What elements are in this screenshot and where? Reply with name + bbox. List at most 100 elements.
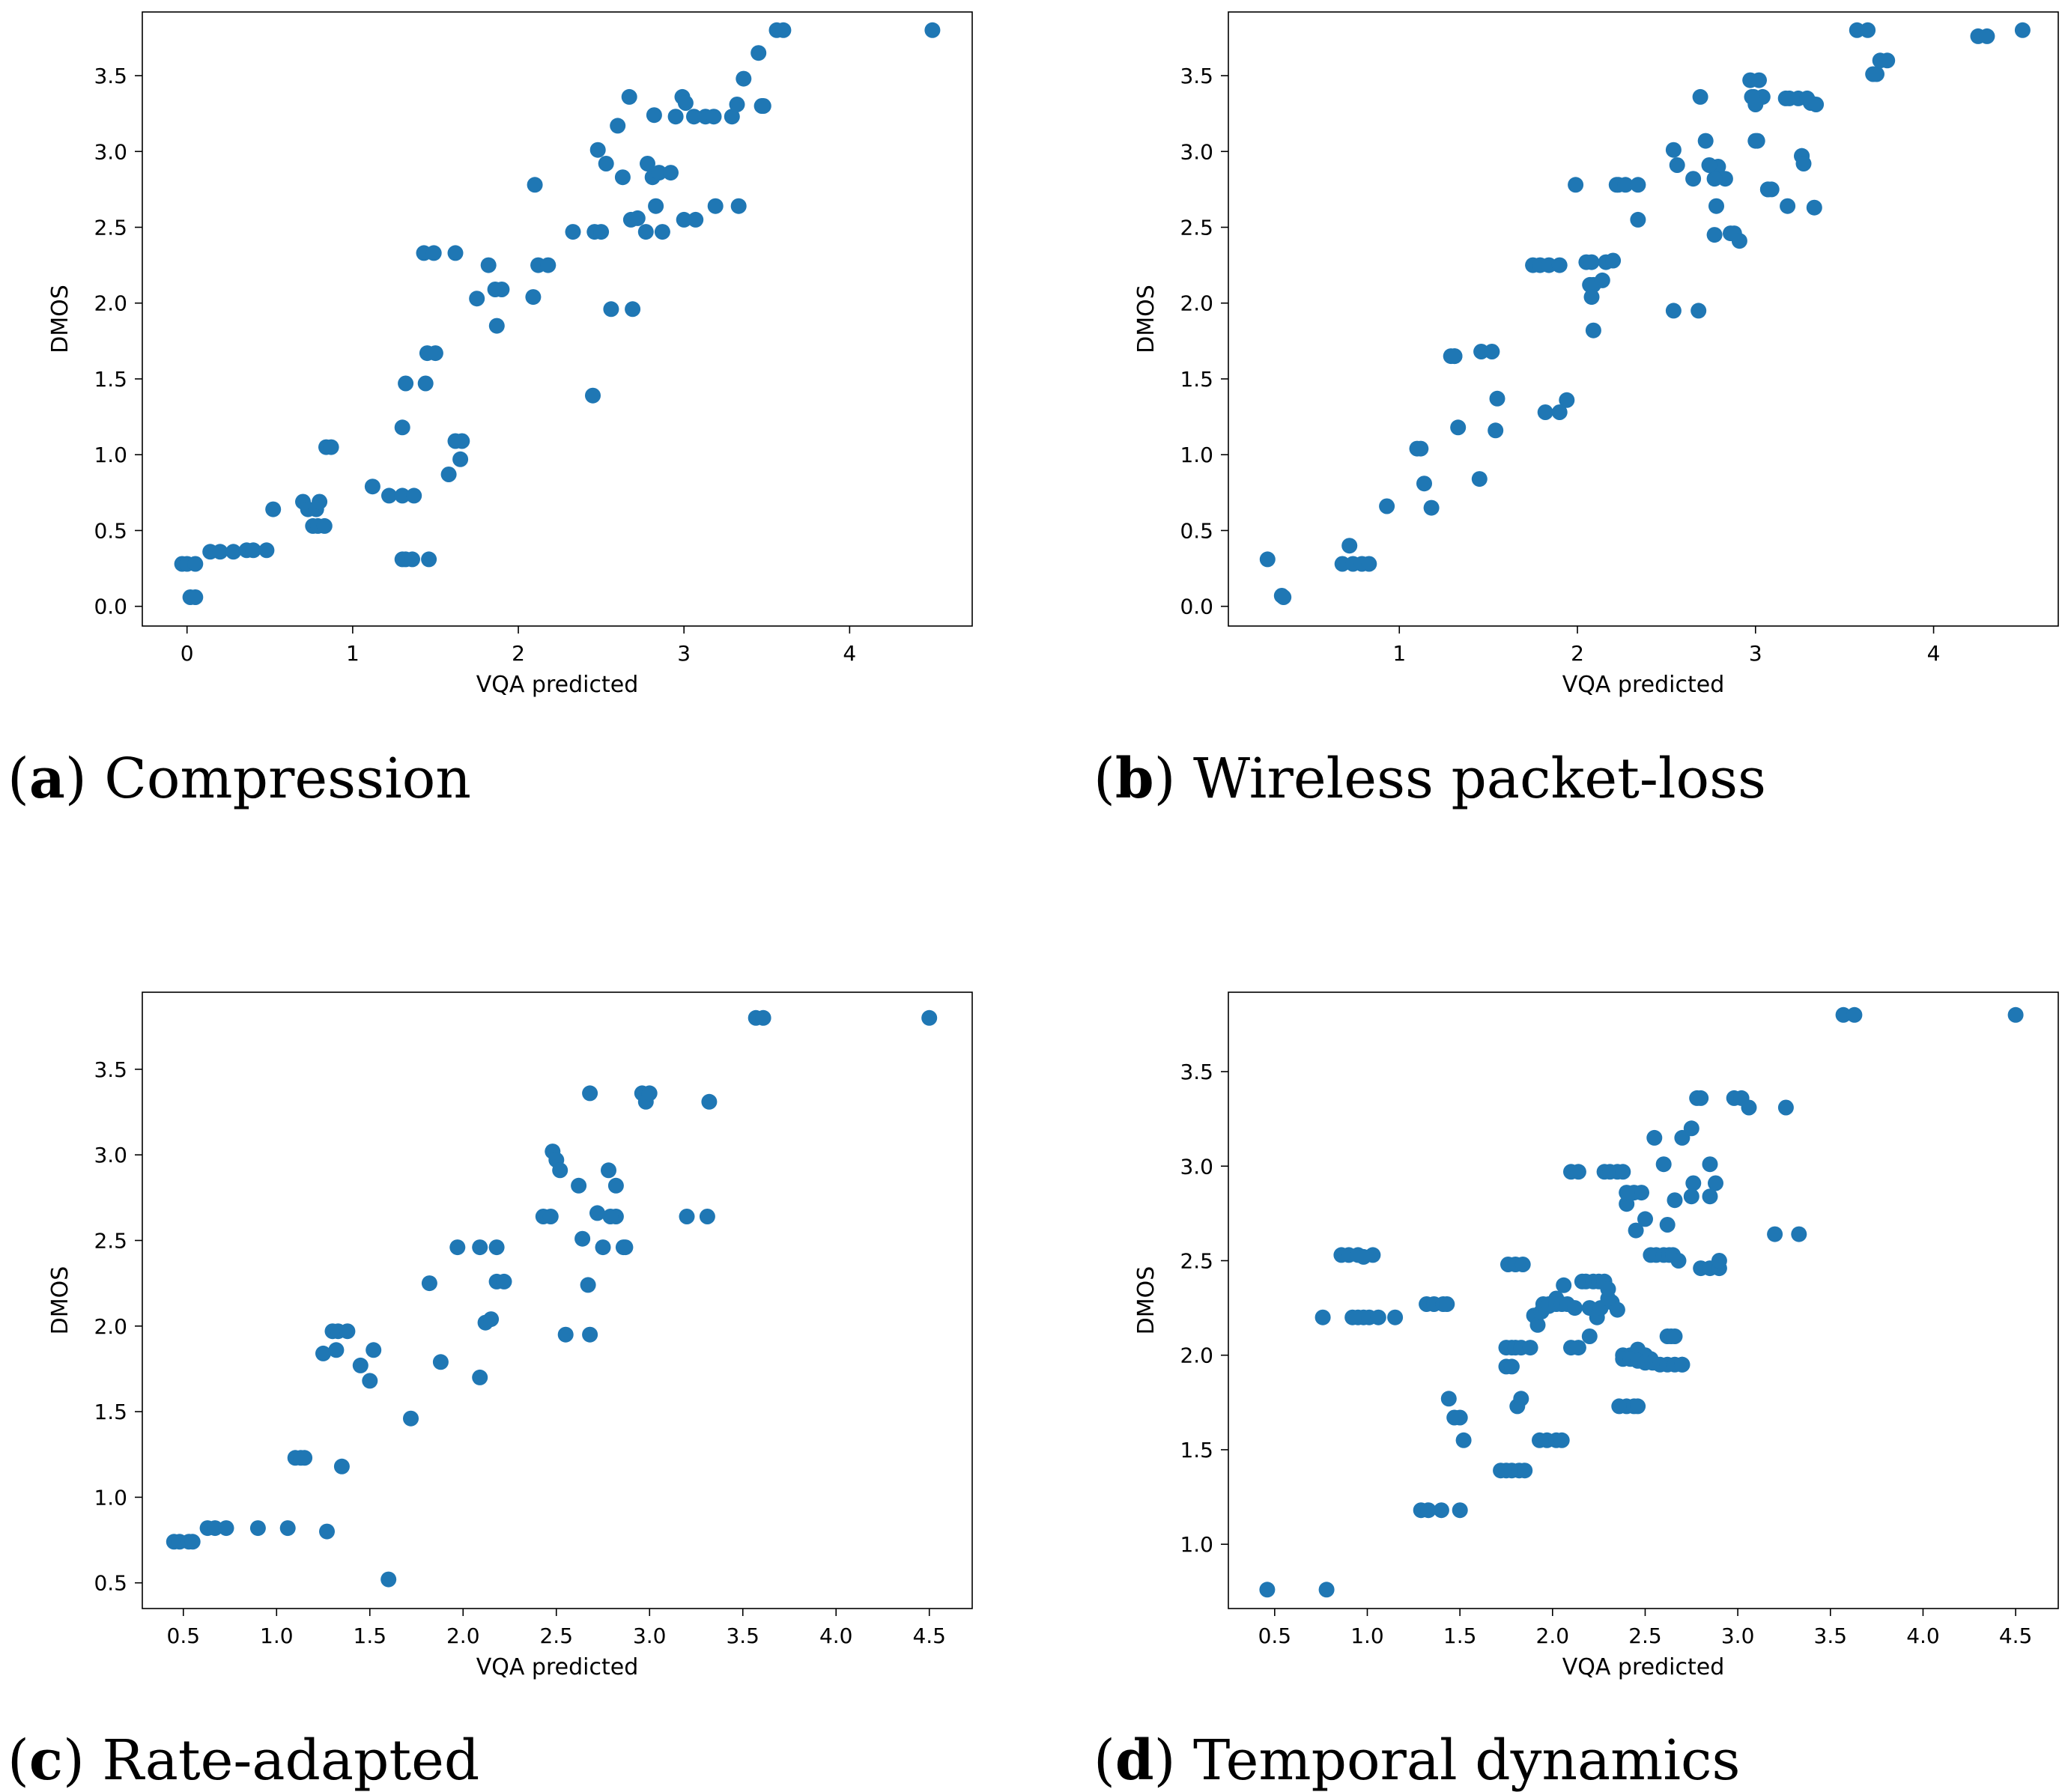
data-points: [174, 22, 941, 605]
data-point: [1655, 1156, 1672, 1173]
data-point: [602, 1209, 619, 1224]
data-point: [617, 1239, 634, 1256]
panel-caption: (a) Compression: [7, 747, 471, 811]
x-tick-label: 1: [1392, 641, 1406, 666]
data-point: [1416, 476, 1432, 492]
x-tick-label: 4: [1927, 641, 1941, 666]
y-tick-label: 3.0: [94, 139, 127, 164]
data-point: [364, 479, 380, 495]
x-axis-label: VQA predicted: [476, 1654, 639, 1680]
data-point: [686, 109, 702, 125]
x-tick-label: 3: [677, 641, 691, 666]
data-point: [323, 439, 339, 455]
data-point: [641, 1085, 658, 1102]
data-point: [1420, 1502, 1437, 1519]
data-point: [1795, 156, 1812, 171]
data-point: [212, 544, 228, 560]
data-point: [1450, 419, 1467, 436]
data-point: [249, 1520, 266, 1537]
x-tick-label: 1.5: [1443, 1624, 1477, 1648]
data-point: [1702, 1156, 1718, 1173]
caption-letter: b: [1115, 747, 1154, 811]
data-point: [1692, 88, 1708, 105]
data-point: [403, 1410, 419, 1427]
data-point: [625, 301, 641, 318]
data-point: [1259, 1582, 1276, 1598]
data-point: [598, 156, 614, 171]
data-point: [1683, 1120, 1699, 1137]
data-point: [1452, 1409, 1468, 1426]
data-point: [472, 1239, 488, 1256]
panel-c: 0.5 1.0 1.5 2.0 2.5 3.0 3.5 4.0 4.5 0.5 1.0 1.5 2.0 2…: [7, 991, 973, 1792]
data-point: [1570, 1164, 1586, 1180]
caption-title: Wireless packet-loss: [1193, 747, 1766, 811]
data-point: [677, 95, 694, 111]
data-point: [589, 1205, 605, 1221]
data-point: [427, 345, 443, 362]
data-point: [1667, 1192, 1683, 1209]
data-point: [1637, 1211, 1653, 1227]
data-point: [1979, 28, 1995, 44]
data-point: [1567, 1300, 1583, 1316]
data-point: [1276, 589, 1292, 605]
data-point: [1791, 1226, 1807, 1242]
y-tick-label: 1.0: [94, 443, 127, 467]
data-point: [1665, 303, 1682, 319]
y-tick-label: 1.5: [94, 367, 127, 392]
panel-d: 0.5 1.0 1.5 2.0 2.5 3.0 3.5 4.0 4.5 1.0 1.5 2.0 2.5 3…: [1094, 991, 2059, 1792]
y-tick-label: 3.5: [1180, 64, 1213, 88]
data-point: [494, 282, 510, 297]
data-point: [488, 318, 505, 334]
data-point: [1439, 1296, 1455, 1312]
x-tick-label: 2.0: [1536, 1624, 1570, 1648]
data-point: [225, 544, 242, 560]
data-point: [1708, 1175, 1723, 1191]
data-point: [1860, 22, 1876, 38]
y-tick-label: 0.5: [1180, 518, 1213, 543]
data-point: [1615, 1164, 1631, 1180]
data-point: [589, 142, 606, 158]
data-point: [1529, 1316, 1546, 1333]
data-point: [394, 488, 410, 504]
data-point: [706, 109, 722, 125]
x-tick-label: 4.5: [912, 1624, 946, 1648]
y-tick-label: 0.0: [94, 595, 127, 619]
x-tick-label: 4.0: [1906, 1624, 1940, 1648]
data-point: [1455, 1432, 1472, 1448]
y-tick-label: 3.0: [1180, 1154, 1213, 1179]
data-point: [614, 169, 631, 186]
data-point: [603, 301, 619, 318]
data-point: [449, 1239, 466, 1256]
data-point: [381, 488, 397, 504]
y-tick-label: 2.5: [1180, 216, 1213, 240]
data-point: [265, 501, 282, 517]
data-point: [1879, 52, 1896, 69]
data-point: [1630, 1398, 1646, 1415]
plot-frame: [1228, 11, 2059, 627]
data-point: [1517, 1463, 1533, 1479]
data-point: [582, 1326, 598, 1343]
y-tick-label: 2.5: [94, 1228, 127, 1253]
data-point: [729, 97, 745, 112]
y-tick-label: 2.0: [94, 291, 127, 316]
data-point: [258, 542, 275, 559]
data-point: [1471, 471, 1488, 488]
x-tick-label: 3.0: [1721, 1624, 1755, 1648]
data-point: [1446, 348, 1463, 365]
data-point: [621, 88, 637, 105]
caption-paren-open: (: [7, 747, 29, 811]
data-point: [637, 224, 654, 240]
data-point: [1583, 254, 1600, 270]
data-point: [454, 433, 470, 449]
data-point: [469, 291, 485, 307]
data-point: [1747, 97, 1764, 112]
data-point: [724, 109, 740, 125]
y-tick-label: 0.0: [1180, 595, 1213, 619]
data-point: [1693, 1090, 1709, 1106]
data-point: [571, 1177, 587, 1194]
data-points: [166, 1009, 938, 1588]
x-tick-label: 3.5: [1814, 1624, 1848, 1648]
y-axis-label: DMOS: [1133, 1266, 1159, 1335]
data-point: [699, 1209, 715, 1224]
data-point: [440, 467, 457, 482]
